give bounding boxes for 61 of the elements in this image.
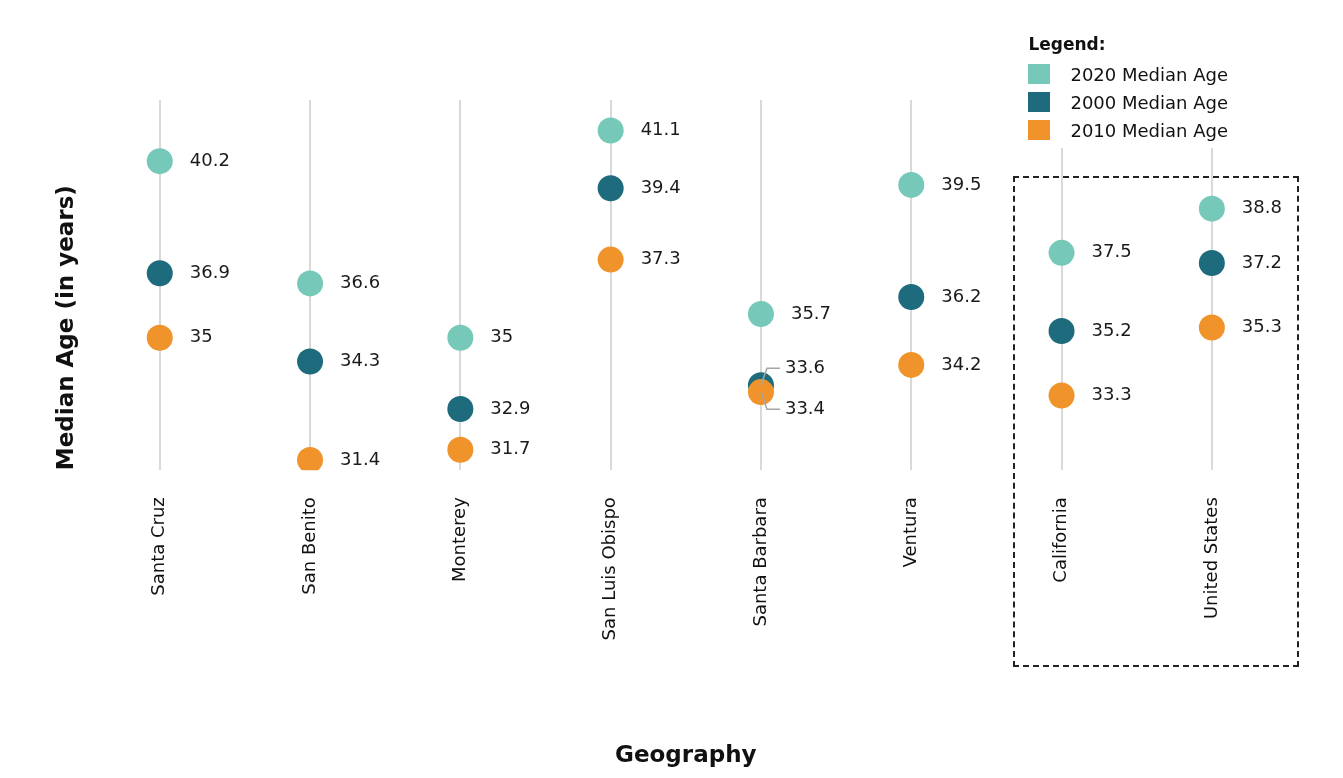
point: [1198, 195, 1225, 222]
x-tick-label: California: [1049, 497, 1071, 583]
point: [146, 148, 173, 175]
data-label: 35: [490, 325, 514, 347]
data-label: 34.2: [941, 352, 982, 374]
data-label: 33.4: [784, 396, 826, 418]
point: [146, 324, 173, 351]
x-tick-label: Monterey: [448, 496, 470, 583]
point: [898, 351, 925, 378]
legend-label: 2000 Median Age: [1070, 91, 1228, 113]
legend-label: 2020 Median Age: [1070, 63, 1228, 85]
data-label: 37.2: [1241, 250, 1282, 272]
data-label: 39.5: [941, 172, 982, 194]
point: [597, 175, 624, 202]
data-label: 33.3: [1091, 383, 1132, 405]
legend-label: 2010 Median Age: [1070, 119, 1228, 141]
point: [447, 396, 474, 423]
data-label: 33.6: [784, 355, 826, 377]
data-label: 41.1: [640, 118, 681, 140]
x-axis-title: Geography: [615, 741, 757, 768]
point: [1048, 382, 1075, 409]
data-label: 35.2: [1091, 318, 1132, 340]
data-label: 31.4: [340, 447, 381, 469]
legend-title: Legend:: [1028, 34, 1107, 54]
point: [447, 436, 474, 463]
point: [747, 379, 774, 406]
point: [1048, 317, 1075, 344]
data-label: 36.9: [189, 260, 230, 282]
data-label: 34.3: [340, 349, 381, 371]
point: [146, 260, 173, 287]
data-label: 35: [189, 325, 213, 347]
x-tick-label: United States: [1199, 497, 1221, 620]
point: [1198, 314, 1225, 341]
point: [447, 324, 474, 351]
x-tick-label: Santa Barbara: [748, 497, 770, 627]
point: [297, 348, 324, 375]
data-label: 37.5: [1091, 240, 1132, 262]
x-tick-label: Ventura: [898, 497, 920, 568]
point: [597, 246, 624, 273]
point: [297, 446, 324, 471]
point: [747, 300, 774, 327]
y-axis-title: Median Age (in years): [51, 185, 78, 471]
data-label: 38.8: [1241, 196, 1282, 218]
data-label: 32.9: [490, 396, 531, 418]
x-tick-label: San Luis Obispo: [598, 497, 620, 641]
point: [898, 171, 925, 198]
data-label: 35.3: [1241, 315, 1282, 337]
data-label: 35.7: [790, 301, 832, 323]
point: [297, 270, 324, 297]
data-label: 36.2: [941, 284, 982, 306]
point: [1198, 250, 1225, 277]
point: [597, 117, 624, 144]
x-tick-label: San Benito: [297, 497, 319, 595]
point: [1048, 239, 1075, 266]
data-label: 40.2: [189, 148, 230, 170]
x-tick-label: Santa Cruz: [147, 497, 169, 596]
data-label: 31.7: [490, 437, 531, 459]
data-label: 37.3: [640, 247, 681, 269]
data-label: 39.4: [640, 175, 681, 197]
point: [898, 283, 925, 310]
data-label: 36.6: [340, 271, 381, 293]
